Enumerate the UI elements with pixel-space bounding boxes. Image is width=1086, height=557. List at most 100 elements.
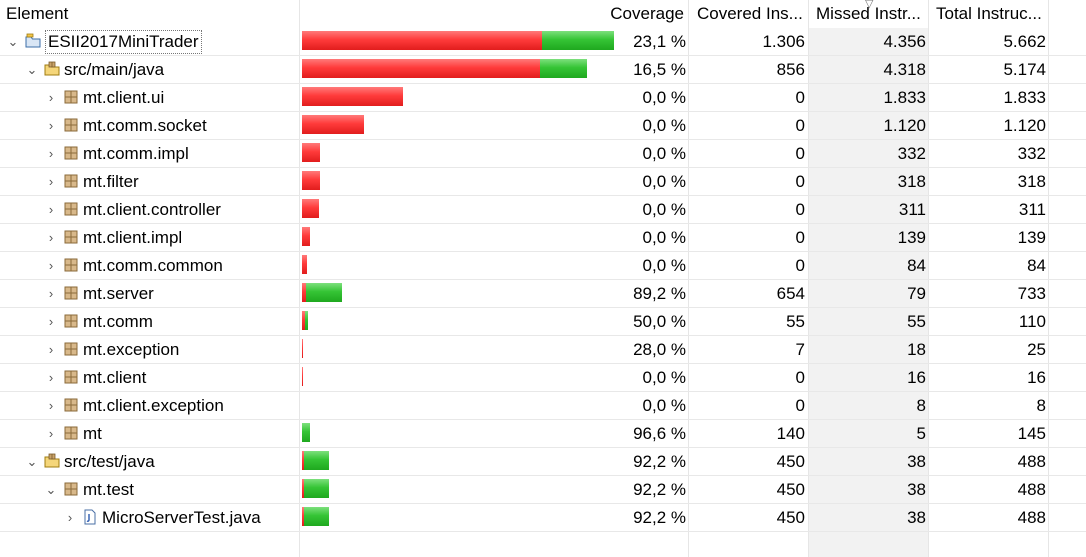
element-label: mt.client.ui: [83, 88, 165, 107]
package-icon: [63, 285, 79, 301]
source-folder-icon: [44, 61, 60, 77]
column-divider[interactable]: [688, 0, 689, 557]
chevron-down-icon[interactable]: ⌄: [26, 454, 38, 469]
coverage-bar: [302, 479, 329, 498]
table-header: Element Coverage Covered Ins... Missed I…: [0, 0, 1086, 28]
tree-row[interactable]: › mt.client 0,0 % 0 16 16: [0, 364, 1086, 392]
tree-row[interactable]: › mt.comm.socket 0,0 % 0 1.120 1.120: [0, 112, 1086, 140]
tree-row[interactable]: › mt.client.impl 0,0 % 0 139 139: [0, 224, 1086, 252]
chevron-down-icon[interactable]: ⌄: [26, 62, 38, 77]
tree-row[interactable]: › MicroServerTest.java 92,2 % 450 38 488: [0, 504, 1086, 532]
covered-bar-segment: [304, 479, 329, 498]
element-label: src/main/java: [64, 60, 165, 79]
chevron-right-icon[interactable]: ›: [48, 174, 54, 189]
total-instructions: 488: [1017, 452, 1046, 471]
package-icon: [63, 201, 79, 217]
coverage-bar: [302, 171, 320, 190]
element-label: src/test/java: [64, 452, 155, 471]
project-icon: [25, 33, 41, 49]
chevron-down-icon[interactable]: ⌄: [7, 34, 19, 49]
header-missed-instructions[interactable]: Missed Instr...: [816, 4, 921, 23]
covered-bar-segment: [305, 311, 309, 330]
source-folder-icon: [44, 453, 60, 469]
column-divider[interactable]: [1048, 0, 1049, 557]
chevron-right-icon[interactable]: ›: [48, 118, 54, 133]
total-instructions: 488: [1017, 480, 1046, 499]
element-label: mt.server: [83, 284, 154, 303]
package-icon: [63, 229, 79, 245]
java-file-icon: [82, 509, 98, 525]
tree-row[interactable]: › mt.server 89,2 % 654 79 733: [0, 280, 1086, 308]
covered-instructions: 856: [776, 60, 805, 79]
coverage-percent: 92,2 %: [633, 480, 686, 499]
chevron-right-icon[interactable]: ›: [48, 370, 54, 385]
header-element[interactable]: Element: [6, 4, 69, 23]
covered-instructions: 0: [795, 368, 805, 387]
missed-instructions: 79: [907, 284, 926, 303]
package-icon: [63, 89, 79, 105]
chevron-right-icon[interactable]: ›: [48, 90, 54, 105]
column-divider[interactable]: [808, 0, 809, 557]
chevron-down-icon[interactable]: ⌄: [45, 482, 57, 497]
header-total-instructions[interactable]: Total Instruc...: [936, 4, 1042, 23]
coverage-percent: 16,5 %: [633, 60, 686, 79]
tree-row[interactable]: › mt.client.ui 0,0 % 0 1.833 1.833: [0, 84, 1086, 112]
missed-instructions: 1.833: [883, 88, 926, 107]
covered-bar-segment: [306, 283, 343, 302]
chevron-right-icon[interactable]: ›: [48, 426, 54, 441]
chevron-right-icon[interactable]: ›: [48, 230, 54, 245]
package-icon: [63, 425, 79, 441]
package-icon: [63, 257, 79, 273]
missed-instructions: 38: [907, 480, 926, 499]
coverage-bar: [302, 199, 320, 218]
element-label: mt.client.controller: [83, 200, 221, 219]
chevron-right-icon[interactable]: ›: [48, 314, 54, 329]
chevron-right-icon[interactable]: ›: [48, 398, 54, 413]
missed-instructions: 18: [907, 340, 926, 359]
covered-instructions: 0: [795, 228, 805, 247]
element-label: mt.comm.common: [83, 256, 223, 275]
tree-row[interactable]: ⌄ src/test/java 92,2 % 450 38 488: [0, 448, 1086, 476]
tree-row[interactable]: ⌄ mt.test 92,2 % 450 38 488: [0, 476, 1086, 504]
missed-instructions: 38: [907, 508, 926, 527]
missed-bar-segment: [302, 339, 303, 358]
total-instructions: 8: [1036, 396, 1046, 415]
header-covered-instructions[interactable]: Covered Ins...: [697, 4, 803, 23]
tree-row[interactable]: › mt.client.controller 0,0 % 0 311 311: [0, 196, 1086, 224]
coverage-bar: [302, 339, 304, 358]
element-label: mt.comm.socket: [83, 116, 207, 135]
column-divider[interactable]: [299, 0, 300, 557]
tree-row[interactable]: › mt 96,6 % 140 5 145: [0, 420, 1086, 448]
tree-row[interactable]: › mt.comm 50,0 % 55 55 110: [0, 308, 1086, 336]
element-label: mt.comm.impl: [83, 144, 189, 163]
tree-row[interactable]: ⌄ ESII2017MiniTrader 23,1 % 1.306 4.356 5.662: [0, 28, 1086, 56]
missed-instructions: 4.356: [883, 32, 926, 51]
tree-row[interactable]: ⌄ src/main/java 16,5 % 856 4.318 5.174: [0, 56, 1086, 84]
tree-row[interactable]: › mt.client.exception 0,0 % 0 8 8: [0, 392, 1086, 420]
covered-instructions: 450: [776, 452, 805, 471]
coverage-percent: 92,2 %: [633, 508, 686, 527]
column-divider[interactable]: [928, 0, 929, 557]
covered-instructions: 0: [795, 256, 805, 275]
coverage-percent: 0,0 %: [642, 228, 686, 247]
missed-bar-segment: [302, 479, 305, 498]
missed-bar-segment: [302, 199, 320, 218]
chevron-right-icon[interactable]: ›: [48, 342, 54, 357]
chevron-right-icon[interactable]: ›: [67, 510, 73, 525]
package-icon: [63, 145, 79, 161]
tree-row[interactable]: › mt.comm.impl 0,0 % 0 332 332: [0, 140, 1086, 168]
tree-row[interactable]: › mt.comm.common 0,0 % 0 84 84: [0, 252, 1086, 280]
tree-row[interactable]: › mt.filter 0,0 % 0 318 318: [0, 168, 1086, 196]
tree-row[interactable]: › mt.exception 28,0 % 7 18 25: [0, 336, 1086, 364]
chevron-right-icon[interactable]: ›: [48, 202, 54, 217]
missed-bar-segment: [302, 507, 305, 526]
chevron-right-icon[interactable]: ›: [48, 146, 54, 161]
chevron-right-icon[interactable]: ›: [48, 286, 54, 301]
package-icon: [63, 117, 79, 133]
missed-bar-segment: [302, 367, 303, 386]
header-coverage[interactable]: Coverage: [610, 4, 684, 23]
chevron-right-icon[interactable]: ›: [48, 258, 54, 273]
total-instructions: 84: [1027, 256, 1046, 275]
coverage-bar: [302, 87, 403, 106]
coverage-bar: [302, 59, 588, 78]
